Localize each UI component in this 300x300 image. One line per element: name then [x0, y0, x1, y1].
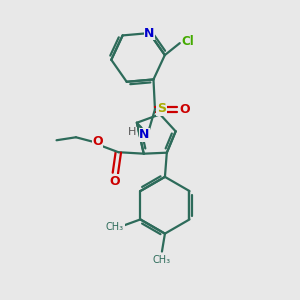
Text: CH₃: CH₃ — [106, 222, 124, 232]
Text: Cl: Cl — [182, 35, 194, 48]
Text: O: O — [179, 103, 190, 116]
Text: S: S — [157, 102, 166, 116]
Text: O: O — [110, 175, 120, 188]
Text: N: N — [139, 128, 150, 141]
Text: CH₃: CH₃ — [153, 255, 171, 265]
Text: O: O — [92, 135, 103, 148]
Text: H: H — [128, 127, 136, 137]
Text: N: N — [144, 27, 154, 40]
